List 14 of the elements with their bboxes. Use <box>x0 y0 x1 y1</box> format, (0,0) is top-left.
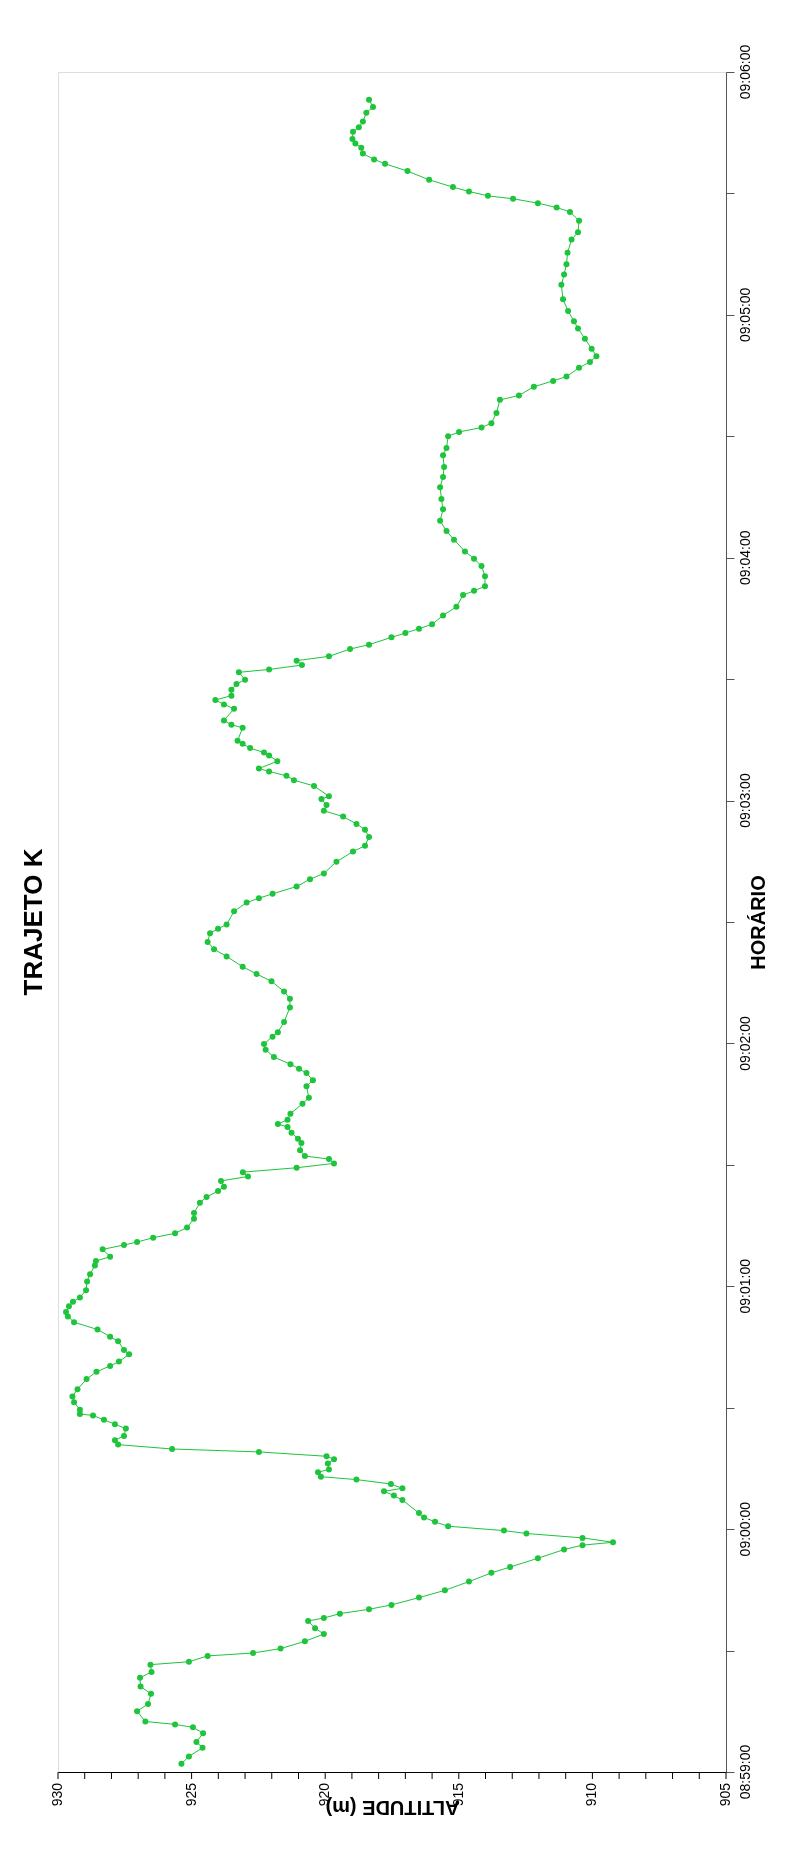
x-tick-label: 930 <box>49 1782 65 1807</box>
y-tick-label: 09:00:00 <box>737 1501 753 1557</box>
y-tick-label: 09:02:00 <box>737 1015 753 1071</box>
y-tick-label: 09:04:00 <box>737 530 753 585</box>
x-tick-label: 910 <box>583 1782 600 1807</box>
x-tick-label: 905 <box>717 1782 733 1807</box>
y-tick-label: 09:06:00 <box>737 44 753 100</box>
x-tick-label: 925 <box>182 1782 199 1807</box>
y-tick-label: 09:01:00 <box>737 1258 753 1314</box>
y-axis-title: HORÁRIO <box>747 875 769 970</box>
y-tick-label: 09:03:00 <box>737 773 753 828</box>
text: TRAJETO K <box>18 848 48 996</box>
y-tick-label: 08:59:00 <box>737 1744 753 1800</box>
y-tick-label: 09:05:00 <box>737 287 753 343</box>
